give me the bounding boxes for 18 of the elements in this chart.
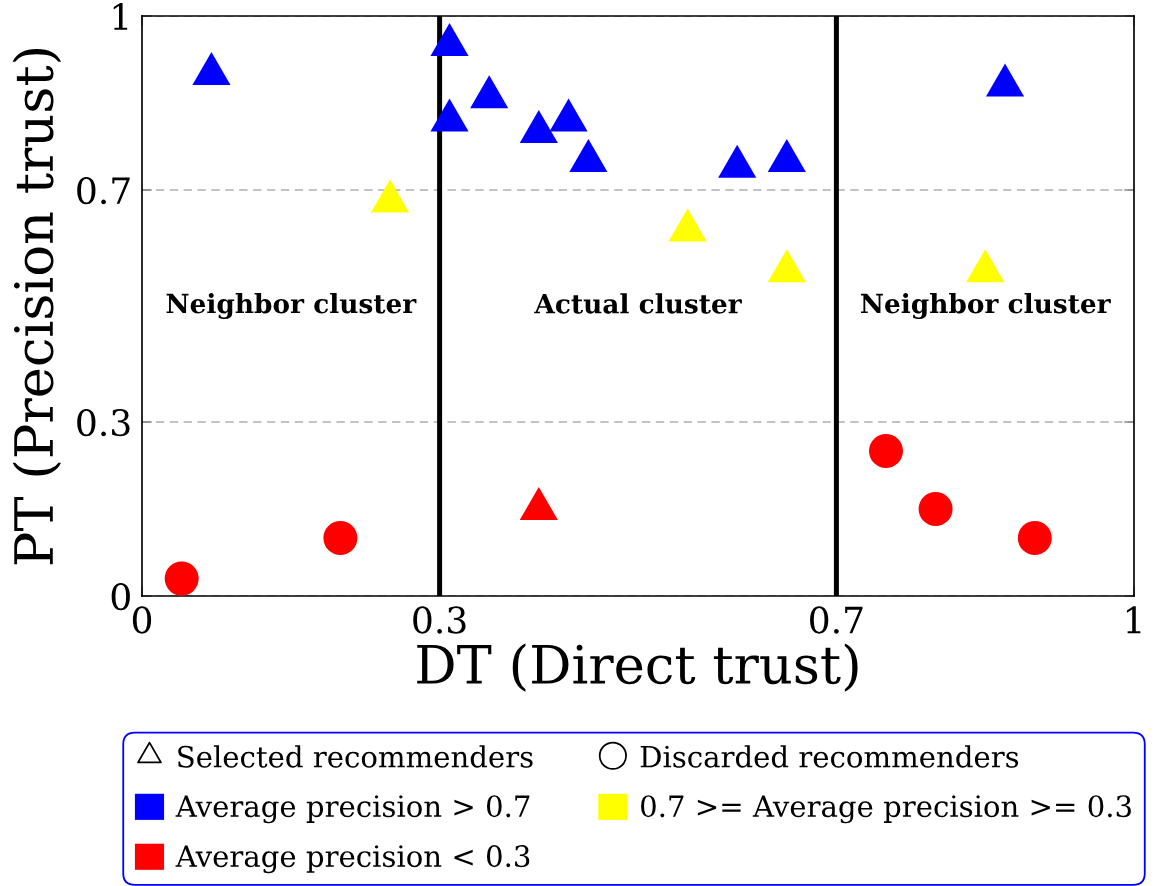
y-tick-label: 0.3 <box>77 408 130 437</box>
x-tick-label: 0.3 <box>413 606 466 634</box>
text: Selected recommenders <box>178 745 533 768</box>
y-tick-label: 1 <box>113 2 128 30</box>
annotation: Neighbor cluster <box>860 293 1111 319</box>
y-axis-title: PT (Precision trust) <box>12 49 61 565</box>
x-axis-title: DT (Direct trust) <box>417 643 858 692</box>
legend-label: Average precision > 0.7 <box>175 795 530 824</box>
x-tick-label: 0.7 <box>810 606 863 634</box>
y-tick-label: 0.7 <box>77 176 130 205</box>
annotation: Actual cluster <box>534 293 742 314</box>
x-tick-label: 0 <box>132 606 152 634</box>
annotation: Neighbor cluster <box>166 293 417 319</box>
legend-label: 0.7 >= Average precision >= 0.3 <box>641 795 1131 824</box>
x-tick-label: 1 <box>1126 606 1141 634</box>
legend-label: Average precision < 0.3 <box>175 845 530 874</box>
y-tick-label: 0 <box>111 582 130 611</box>
text: Discarded recommenders <box>640 745 1019 768</box>
